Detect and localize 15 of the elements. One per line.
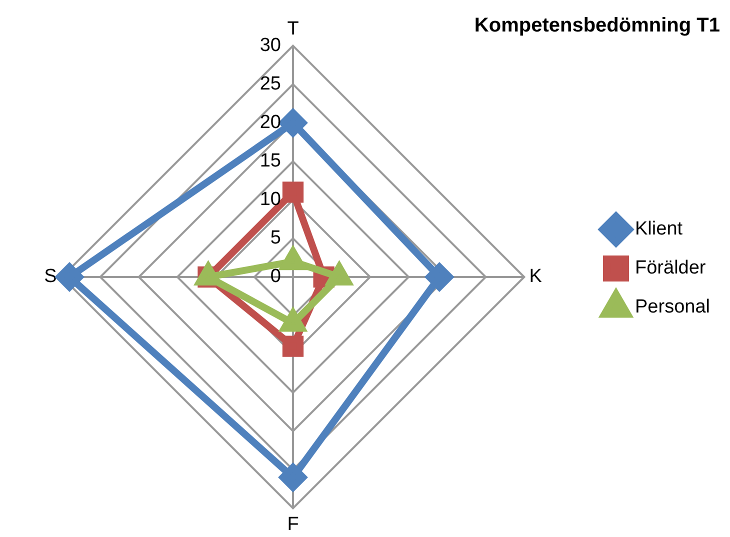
spoke-label: T (287, 18, 300, 40)
y-tick-label: 15 (260, 150, 281, 172)
spoke-label: F (287, 514, 299, 535)
spoke-label: K (529, 266, 542, 288)
legend-label: Klient (635, 218, 684, 240)
y-tick-label: 20 (260, 112, 281, 134)
y-tick-label: 5 (270, 228, 281, 249)
chart-title: Kompetensbedömning T1 (474, 14, 720, 37)
spoke-label: S (44, 266, 57, 288)
y-tick-label: 0 (270, 266, 281, 288)
legend-label: Förälder (635, 258, 706, 279)
y-tick-label: 25 (260, 74, 281, 95)
legend-label: Personal (635, 296, 710, 318)
y-tick-label: 30 (260, 35, 281, 56)
y-tick-label: 10 (260, 189, 281, 210)
